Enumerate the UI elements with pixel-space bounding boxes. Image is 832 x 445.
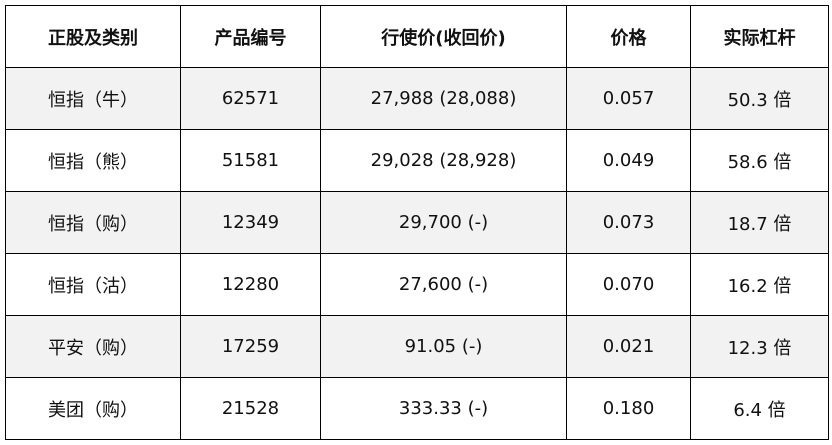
table-cell: 16.2 倍 <box>690 253 829 316</box>
table-cell: 29,700 (-) <box>320 191 567 254</box>
table-cell: 0.057 <box>566 67 691 130</box>
table-cell: 91.05 (-) <box>320 315 567 378</box>
table-cell: 恒指（购） <box>5 191 181 254</box>
table-cell: 12.3 倍 <box>690 315 829 378</box>
table-cell: 美团（购） <box>5 377 181 440</box>
header-cell: 产品编号 <box>180 5 321 68</box>
table-cell: 27,600 (-) <box>320 253 567 316</box>
table-row: 平安（购） 17259 91.05 (-) 0.021 12.3 倍 <box>5 315 829 378</box>
table-cell: 0.070 <box>566 253 691 316</box>
header-cell: 正股及类别 <box>5 5 181 68</box>
table-cell: 0.180 <box>566 377 691 440</box>
table-cell: 21528 <box>180 377 321 440</box>
table-cell: 17259 <box>180 315 321 378</box>
table-cell: 0.073 <box>566 191 691 254</box>
table-cell: 51581 <box>180 129 321 192</box>
table-cell: 333.33 (-) <box>320 377 567 440</box>
table-row: 美团（购） 21528 333.33 (-) 0.180 6.4 倍 <box>5 377 829 440</box>
table-cell: 恒指（沽） <box>5 253 181 316</box>
table-cell: 18.7 倍 <box>690 191 829 254</box>
table-cell: 62571 <box>180 67 321 130</box>
warrant-table: 正股及类别 产品编号 行使价(收回价) 价格 实际杠杆 恒指（牛） 62571 27,988… <box>5 5 829 440</box>
table-row: 恒指（牛） 62571 27,988 (28,088) 0.057 50.3 倍 <box>5 67 829 130</box>
table-row: 恒指（熊） 51581 29,028 (28,928) 0.049 58.6 倍 <box>5 129 829 192</box>
header-cell: 价格 <box>566 5 691 68</box>
table-cell: 27,988 (28,088) <box>320 67 567 130</box>
table-cell: 恒指（牛） <box>5 67 181 130</box>
table-row: 恒指（沽） 12280 27,600 (-) 0.070 16.2 倍 <box>5 253 829 316</box>
table-cell: 0.049 <box>566 129 691 192</box>
table-cell: 12280 <box>180 253 321 316</box>
table-cell: 0.021 <box>566 315 691 378</box>
table-cell: 6.4 倍 <box>690 377 829 440</box>
table-cell: 50.3 倍 <box>690 67 829 130</box>
table-cell: 恒指（熊） <box>5 129 181 192</box>
table-row: 恒指（购） 12349 29,700 (-) 0.073 18.7 倍 <box>5 191 829 254</box>
table-cell: 12349 <box>180 191 321 254</box>
table-cell: 平安（购） <box>5 315 181 378</box>
header-row: 正股及类别 产品编号 行使价(收回价) 价格 实际杠杆 <box>5 5 829 68</box>
table-cell: 58.6 倍 <box>690 129 829 192</box>
header-cell: 实际杠杆 <box>690 5 829 68</box>
header-cell: 行使价(收回价) <box>320 5 567 68</box>
table-cell: 29,028 (28,928) <box>320 129 567 192</box>
